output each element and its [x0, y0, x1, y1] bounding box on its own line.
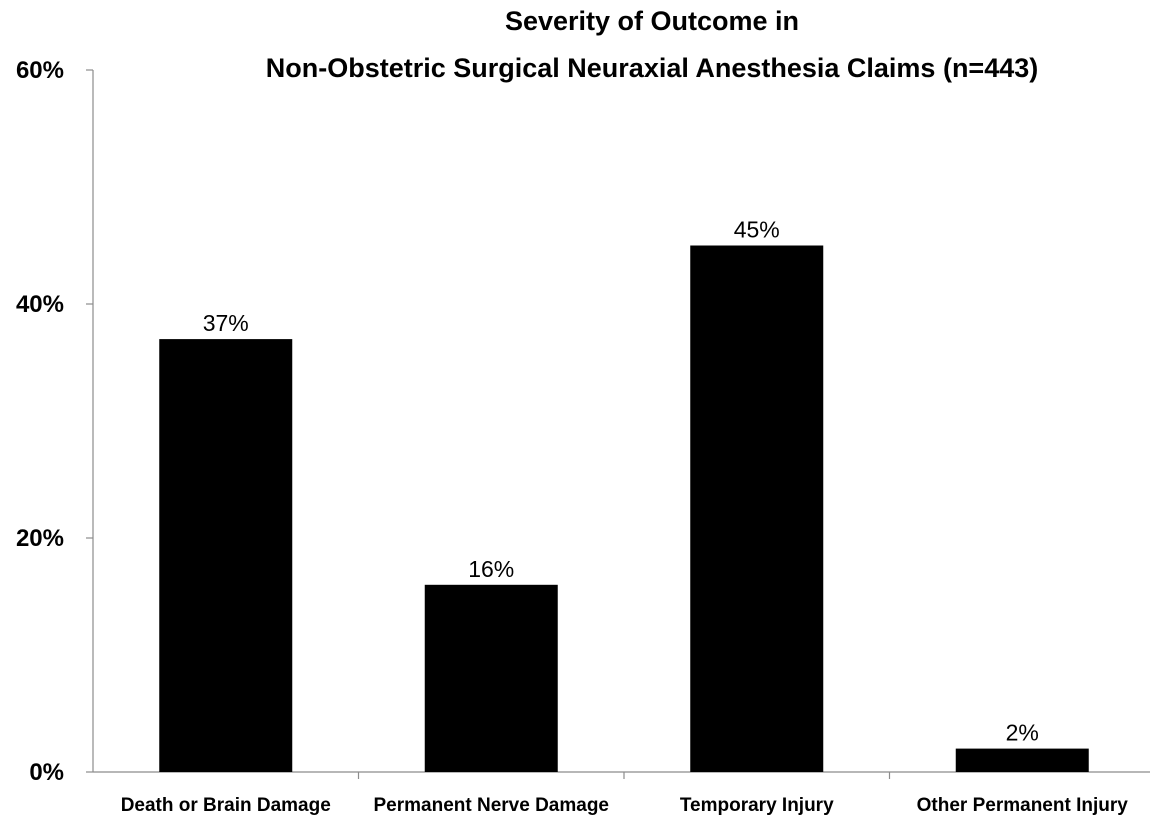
data-label: 37% [203, 310, 249, 336]
y-tick-label: 40% [16, 291, 64, 318]
data-labels: 37% 16% 45% 2% [203, 217, 1039, 746]
bar [159, 339, 293, 772]
x-tick-label: Permanent Nerve Damage [374, 795, 610, 816]
x-tick-label: Temporary Injury [680, 795, 834, 816]
data-label: 45% [734, 217, 780, 243]
y-tick-label: 60% [16, 57, 64, 84]
x-axis: Death or Brain Damage Permanent Nerve Dam… [93, 771, 1150, 816]
bar [424, 584, 558, 772]
bar [690, 245, 824, 772]
data-label: 16% [468, 556, 514, 582]
x-tick-label: Other Permanent Injury [917, 795, 1129, 816]
y-tick-label: 0% [29, 759, 64, 786]
chart-title: Severity of Outcome in Non-Obstetric Sur… [266, 6, 1039, 83]
bar [955, 748, 1089, 772]
y-tick-label: 20% [16, 525, 64, 552]
chart-title-line-1: Severity of Outcome in [505, 6, 799, 36]
bars [159, 245, 1089, 772]
chart-title-line-2: Non-Obstetric Surgical Neuraxial Anesthe… [266, 53, 1039, 83]
data-label: 2% [1006, 720, 1039, 746]
y-axis: 0% 20% 40% 60% [16, 57, 94, 786]
x-tick-label: Death or Brain Damage [121, 795, 331, 816]
